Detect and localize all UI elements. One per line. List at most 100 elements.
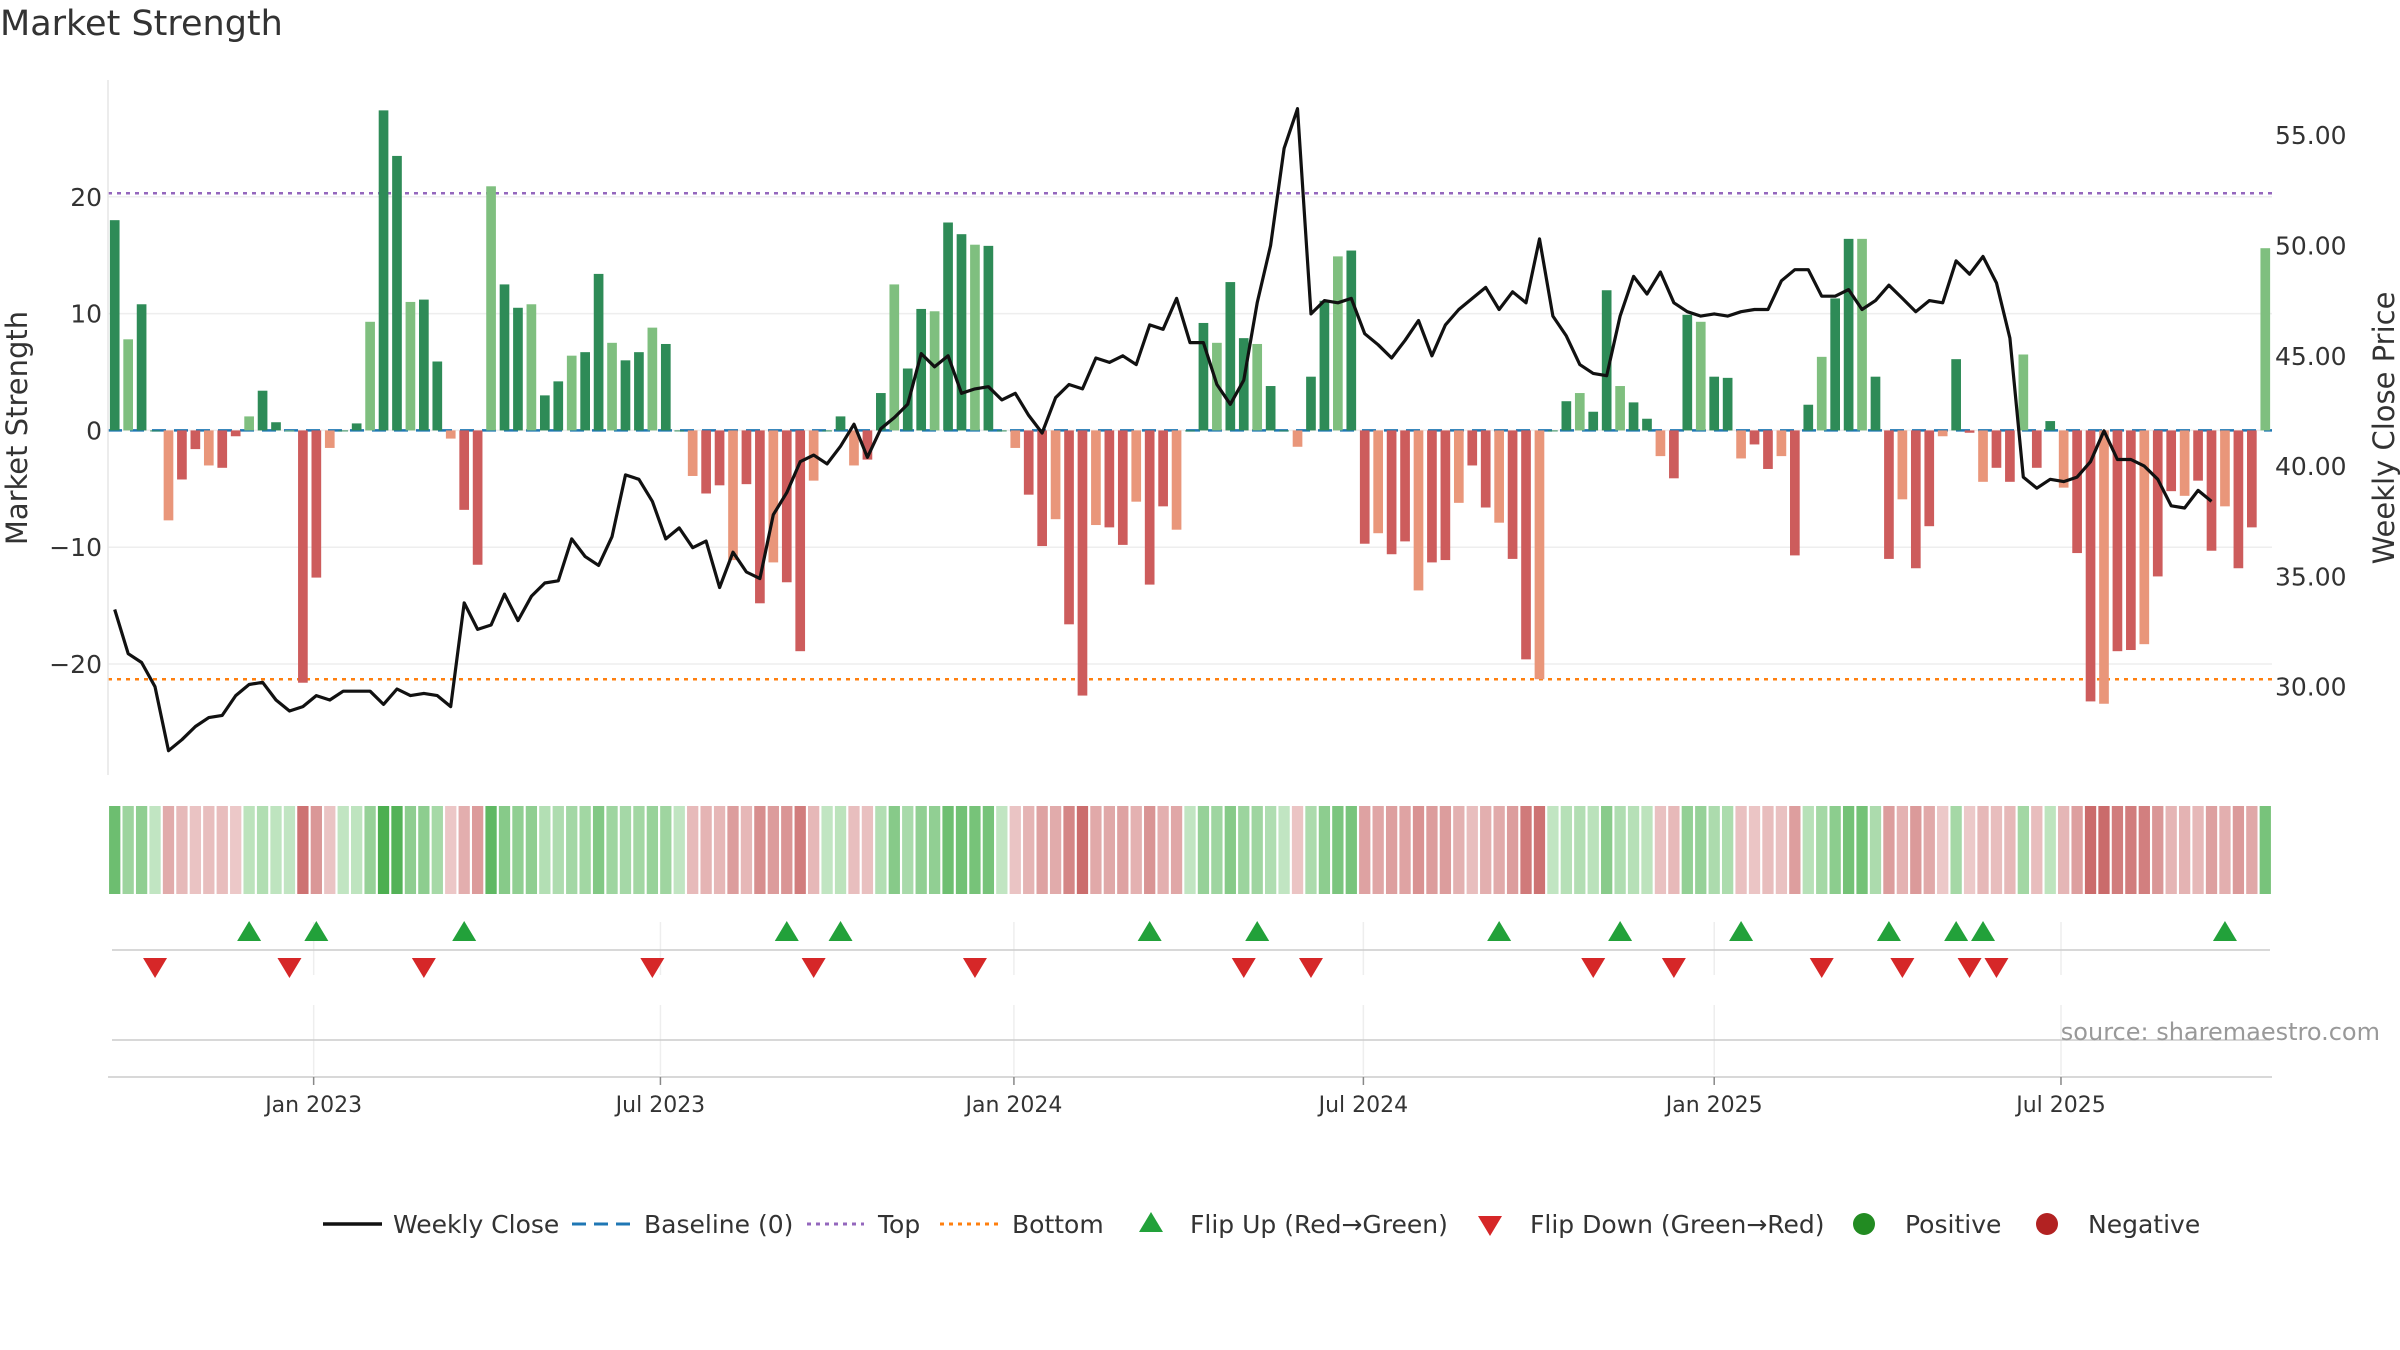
heat-cell — [1627, 806, 1640, 894]
strength-bar — [1023, 430, 1034, 495]
strength-bar — [647, 327, 658, 431]
strength-bar — [1682, 314, 1693, 431]
strength-bar — [1467, 430, 1478, 466]
heat-cell — [915, 806, 927, 894]
strength-bar — [1359, 430, 1370, 544]
heat-cell — [1385, 806, 1398, 894]
strength-bar — [849, 430, 859, 466]
heat-cell — [1117, 806, 1129, 894]
strength-bar — [1252, 343, 1263, 431]
strength-bar — [822, 430, 832, 432]
heat-cell — [1614, 806, 1626, 894]
strength-bar — [1910, 430, 1921, 569]
y-right-tick-label: 35.00 — [2275, 562, 2347, 591]
strength-bar — [203, 430, 214, 466]
strength-bar — [1427, 430, 1437, 563]
strength-bar — [674, 430, 685, 432]
source-label: source: sharemaestro.com — [2061, 1018, 2380, 1046]
x-tick-label: Jul 2024 — [1317, 1093, 1409, 1118]
strength-bar — [916, 308, 927, 431]
heat-cell — [539, 806, 551, 894]
flip-up-marker — [1729, 921, 1754, 941]
heat-cell — [1426, 806, 1438, 894]
strength-bar — [1561, 401, 1572, 431]
strength-bar — [2018, 354, 2029, 431]
heat-cell — [203, 806, 215, 894]
heat-cell — [176, 806, 188, 894]
y-axis-left-title: Market Strength — [0, 311, 34, 545]
legend-flip-up-swatch — [1139, 1212, 1163, 1232]
heat-cell — [767, 806, 779, 894]
strength-bar — [1077, 430, 1088, 696]
strength-bar — [1534, 430, 1545, 680]
strength-bar — [2099, 430, 2109, 704]
heat-cell — [135, 806, 148, 894]
heat-cell — [808, 806, 820, 894]
strength-bar — [1937, 430, 1948, 437]
heat-cell — [1466, 806, 1478, 894]
price-line-layer — [113, 107, 2213, 753]
heat-cell — [1856, 806, 1868, 894]
flip-up-marker — [828, 921, 853, 941]
heat-cell — [418, 806, 430, 894]
strength-bar — [741, 430, 752, 485]
heat-cell — [1036, 806, 1048, 894]
strength-bar — [1870, 376, 1881, 431]
strength-bar — [445, 430, 456, 439]
strength-bar — [970, 244, 980, 431]
strength-bar — [1816, 356, 1827, 431]
heat-cell — [1412, 806, 1425, 894]
heat-cell — [1560, 806, 1572, 894]
heat-cell — [1211, 806, 1223, 894]
heat-cell — [848, 806, 860, 894]
heat-cell — [2004, 806, 2016, 894]
heat-cell — [633, 806, 645, 894]
flip-down-marker — [1809, 958, 1834, 978]
heat-cell — [1291, 806, 1304, 894]
strength-bar — [1333, 256, 1343, 431]
heat-cell — [162, 806, 175, 894]
y-left-tick-label: −20 — [49, 650, 102, 679]
heat-cell — [566, 806, 578, 894]
strength-bar — [2246, 430, 2257, 528]
flip-up-marker — [304, 921, 329, 941]
heat-cell — [1197, 806, 1210, 894]
heat-cell — [1157, 806, 1169, 894]
flip-up-marker — [1971, 921, 1996, 941]
heat-cell — [1641, 806, 1653, 894]
heat-cell — [2165, 806, 2177, 894]
heat-cell — [1547, 806, 1559, 894]
heat-cell — [458, 806, 470, 894]
x-tick-label: Jan 2024 — [963, 1093, 1062, 1118]
strength-bar — [1050, 430, 1061, 520]
flip-down-marker — [411, 958, 436, 978]
strength-heat-strip — [109, 806, 2271, 894]
strength-bar — [728, 430, 738, 561]
strength-bar — [2260, 248, 2271, 431]
strength-bar — [392, 155, 402, 431]
heat-cell — [2017, 806, 2029, 894]
heat-cell — [1520, 806, 1532, 894]
flip-down-marker — [1298, 958, 1323, 978]
strength-bar — [1198, 322, 1209, 431]
heat-cell — [445, 806, 457, 894]
heat-cell — [928, 806, 941, 894]
heat-cell — [1144, 806, 1156, 894]
heat-cell — [1493, 806, 1505, 894]
heat-cell — [1533, 806, 1546, 894]
heat-cell — [1587, 806, 1599, 894]
heat-cell — [1076, 806, 1089, 894]
flip-down-marker — [801, 958, 826, 978]
strength-bar — [1037, 430, 1047, 547]
heat-cell — [485, 806, 497, 894]
legend-label: Flip Down (Green→Red) — [1530, 1210, 1825, 1239]
heat-cell — [902, 806, 914, 894]
flip-up-marker — [452, 921, 477, 941]
heat-cell — [1332, 806, 1344, 894]
strength-bar — [566, 355, 577, 431]
legend-label: Weekly Close — [393, 1210, 559, 1239]
heat-cell — [646, 806, 659, 894]
strength-bar — [2193, 430, 2203, 481]
flip-signal-rows — [112, 921, 2270, 1075]
legend-label: Positive — [1905, 1210, 2001, 1239]
